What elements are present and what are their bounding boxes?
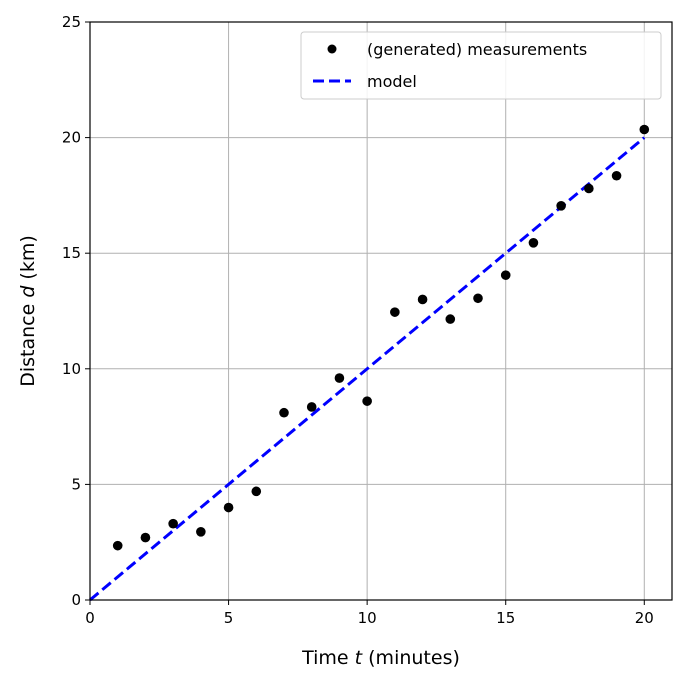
measurement-point <box>223 502 234 513</box>
measurement-point <box>500 270 511 280</box>
y-axis-label-suffix: (km) <box>17 235 39 285</box>
x-tick-label: 15 <box>496 609 515 627</box>
measurement-point <box>528 237 539 248</box>
y-tick-label: 20 <box>62 129 81 147</box>
measurement-point <box>639 124 650 135</box>
measurement-point <box>279 407 289 418</box>
x-tick-label: 10 <box>358 609 377 627</box>
x-tick-label: 20 <box>635 609 654 627</box>
x-tick-label: 0 <box>85 609 95 627</box>
y-tick-label: 10 <box>62 360 81 378</box>
measurement-point <box>334 373 345 383</box>
x-axis-label-prefix: Time <box>301 647 355 669</box>
y-tick-label: 15 <box>62 244 81 262</box>
y-tick-label: 25 <box>62 13 81 31</box>
measurement-point <box>390 307 400 317</box>
measurement-point <box>611 170 622 181</box>
y-axis-label-var: d <box>17 285 39 298</box>
plot-area-frame <box>89 21 673 601</box>
measurement-series <box>112 124 650 551</box>
measurement-point <box>556 201 566 211</box>
model-series <box>89 136 646 602</box>
x-axis-label-suffix: (minutes) <box>362 647 460 669</box>
measurement-point <box>140 532 151 543</box>
y-axis-ticks: 0 5 10 15 20 25 <box>62 13 90 609</box>
measurement-point <box>445 314 456 324</box>
measurement-point <box>417 294 428 305</box>
y-axis-label: Distance d (km) <box>17 235 39 387</box>
legend-label-measurements: (generated) measurements <box>367 40 587 59</box>
legend-marker-measurements <box>327 44 337 54</box>
measurement-point <box>362 396 372 406</box>
legend-box <box>300 31 662 100</box>
measurement-point <box>112 540 123 551</box>
legend: (generated) measurements model <box>300 31 662 100</box>
legend-label-model: model <box>367 72 417 91</box>
y-tick-label: 0 <box>71 591 81 609</box>
x-tick-label: 5 <box>224 609 234 627</box>
y-tick-label: 5 <box>71 475 81 493</box>
x-axis-ticks: 0 5 10 15 20 <box>85 600 654 627</box>
measurement-point <box>251 486 262 497</box>
y-axis-label-prefix: Distance <box>17 298 39 387</box>
model-line <box>89 136 646 602</box>
measurement-point <box>168 518 178 529</box>
measurement-point <box>584 183 594 194</box>
x-axis-label-var: t <box>355 647 364 669</box>
measurement-point <box>196 526 206 537</box>
measurement-point <box>306 402 317 412</box>
measurement-point <box>473 293 483 304</box>
x-axis-label: Time t (minutes) <box>301 647 460 669</box>
